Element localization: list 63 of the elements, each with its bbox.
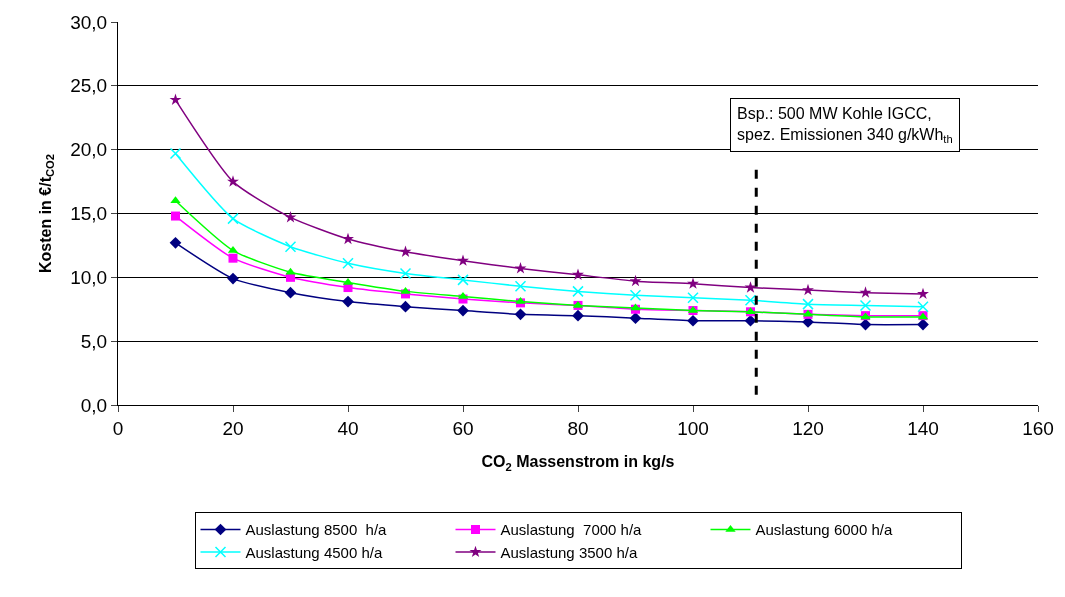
point [171, 211, 180, 221]
annotation: Bsp.: 500 MW Kohle IGCC, spez. Emissionen 340 g/kWh$_{th}$ [737, 105, 953, 146]
point [687, 277, 699, 289]
point [342, 232, 354, 245]
x-axis-title: CO$_{2}$ Massenstrom in kg/s [481, 453, 675, 473]
point [227, 212, 239, 225]
y-tick-label: 30,0 [70, 11, 108, 33]
point [802, 298, 814, 310]
point [687, 314, 699, 327]
point [514, 280, 527, 293]
legend-label: Auslastung 3500 h/a [500, 543, 638, 561]
point [400, 286, 411, 294]
point [629, 289, 642, 301]
point [399, 267, 412, 280]
point [399, 300, 412, 313]
y-tick-label: 10,0 [70, 266, 108, 288]
point [227, 272, 239, 285]
x-tick-label: 0 [112, 417, 124, 439]
point [399, 245, 412, 257]
point [802, 283, 814, 296]
legend-label: Auslastung 7000 h/a [500, 521, 643, 539]
point [629, 312, 642, 325]
point [744, 281, 757, 293]
point [687, 292, 699, 304]
y-tick-label: 20,0 [70, 139, 108, 161]
point [572, 309, 584, 322]
point [169, 147, 182, 160]
point [859, 286, 872, 298]
point [572, 268, 584, 280]
point [859, 299, 872, 312]
point [457, 274, 469, 286]
point [342, 295, 354, 308]
x-tick-label: 100 [677, 417, 709, 439]
point [284, 211, 297, 223]
x-tick-label: 60 [452, 417, 474, 439]
x-tick-label: 140 [907, 417, 939, 439]
point [457, 304, 469, 317]
point [514, 308, 527, 321]
point [284, 240, 297, 253]
y-tick-label: 5,0 [80, 330, 108, 352]
point [457, 254, 469, 266]
point [169, 237, 182, 249]
x-tick-label: 80 [567, 417, 589, 439]
x-tick-label: 160 [1022, 417, 1054, 439]
point [629, 274, 642, 287]
point [917, 287, 929, 300]
point [514, 262, 527, 274]
point [342, 257, 354, 270]
point [572, 285, 584, 298]
legend-label: Auslastung 8500 h/a [245, 521, 388, 539]
y-tick-label: 25,0 [70, 75, 108, 97]
x-tick-label: 40 [337, 417, 359, 439]
point [169, 93, 182, 105]
legend-label: Auslastung 4500 h/a [245, 543, 383, 561]
x-tick-label: 20 [222, 417, 244, 439]
point [917, 300, 929, 313]
y-tick-label: 0,0 [80, 394, 108, 416]
y-tick-label: 15,0 [70, 203, 108, 225]
point [744, 294, 757, 307]
point [228, 253, 238, 263]
point [284, 286, 297, 299]
legend-label: Auslastung 6000 h/a [755, 521, 893, 539]
x-tick-label: 120 [792, 417, 824, 439]
